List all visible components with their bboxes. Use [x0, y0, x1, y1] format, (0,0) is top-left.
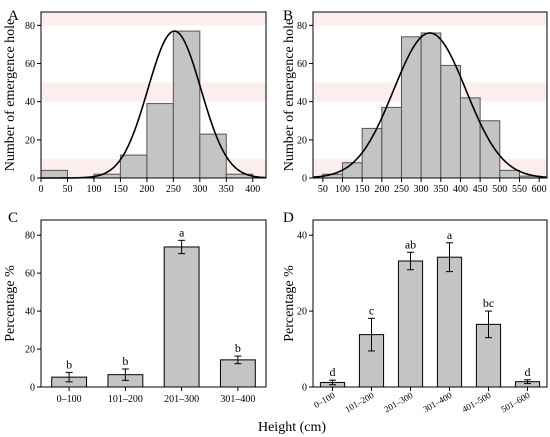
histogram-bar-b-9: [499, 169, 520, 179]
significance-letter-d-4: bc: [483, 296, 494, 310]
panel-label-a: A: [8, 8, 19, 24]
histogram-bar-b-3: [381, 106, 402, 179]
histogram-bar-b-4: [400, 36, 422, 179]
histogram-bar-b-2: [361, 127, 383, 179]
panel-label-b: B: [283, 8, 293, 24]
y-tick-label-d-0: 0: [302, 383, 307, 394]
x-tick-label-c-0: 0–100: [57, 394, 82, 405]
x-tick-label-b-10: 550: [512, 184, 527, 195]
y-tick-label-a-1: 20: [25, 135, 35, 146]
significance-letter-c-1: b: [122, 354, 128, 368]
x-tick-label-d-0: 0–100: [312, 390, 337, 410]
y-tick-label-c-3: 60: [25, 269, 35, 280]
x-tick-label-d-3: 301–400: [421, 390, 454, 415]
x-tick-label-b-3: 200: [374, 184, 389, 195]
plot-frame-b: [312, 11, 548, 179]
histogram-bar-b-7: [459, 97, 481, 179]
x-tick-label-c-3: 301–400: [220, 394, 255, 405]
x-tick-label-a-4: 200: [139, 184, 154, 195]
background-band-a-2: [41, 82, 266, 102]
y-tick-label-b-4: 80: [297, 21, 307, 32]
x-tick-label-a-0: 0: [39, 184, 44, 195]
y-tick-label-c-2: 40: [25, 307, 35, 318]
y-tick-label-a-3: 60: [25, 59, 35, 70]
significance-letter-c-3: b: [235, 341, 241, 355]
normal-curve-b: [312, 32, 548, 179]
shared-x-axis-label: Height (cm): [258, 420, 326, 435]
y-tick-label-d-2: 40: [297, 231, 307, 242]
x-tick-label-b-7: 400: [453, 184, 468, 195]
significance-letter-d-0: d: [330, 365, 336, 379]
x-tick-label-c-1: 101–200: [108, 394, 143, 405]
bar-chart-panel-d: d 0–100 c 101–200 ab 201–300 a 301–400 bc 401–500…: [282, 210, 548, 415]
x-tick-label-a-3: 150: [113, 184, 128, 195]
y-axis-title-d: Percentage %: [282, 265, 297, 342]
histogram-bar-b-5: [420, 32, 442, 179]
histogram-bar-b-1: [341, 162, 363, 179]
significance-letter-c-2: a: [179, 225, 185, 239]
panel-label-c: C: [8, 210, 18, 226]
x-tick-label-d-1: 101–200: [343, 390, 376, 415]
y-tick-label-c-1: 20: [25, 345, 35, 356]
bar-d-3: [436, 256, 463, 388]
x-tick-label-b-4: 250: [394, 184, 409, 195]
x-tick-label-c-2: 201–300: [164, 394, 199, 405]
y-axis-title-b: Number of emergence hole: [282, 19, 297, 172]
y-axis-title-c: Percentage %: [3, 265, 18, 342]
histogram-bar-a-3: [119, 154, 148, 179]
x-tick-label-a-7: 350: [219, 184, 234, 195]
histogram-bar-a-0: [40, 169, 68, 179]
significance-letter-c-0: b: [66, 357, 72, 371]
y-tick-label-d-1: 20: [297, 307, 307, 318]
x-tick-label-a-6: 300: [192, 184, 207, 195]
x-tick-label-b-5: 300: [414, 184, 429, 195]
y-tick-label-b-3: 60: [297, 59, 307, 70]
y-tick-label-a-0: 0: [30, 174, 35, 185]
y-tick-label-a-4: 80: [25, 21, 35, 32]
significance-letter-d-3: a: [447, 228, 453, 242]
x-tick-label-b-0: 50: [318, 184, 328, 195]
significance-letter-d-1: c: [369, 303, 374, 317]
y-tick-label-a-2: 40: [25, 97, 35, 108]
plot-frame-d: [312, 219, 548, 388]
y-tick-label-b-0: 0: [302, 174, 307, 185]
histogram-panel-b: 50 100 150 200 250 300 350 400 450 500 550 600 0 20 40…: [282, 8, 548, 195]
x-tick-label-a-2: 100: [86, 184, 101, 195]
x-tick-label-b-8: 450: [473, 184, 488, 195]
bar-d-2: [397, 260, 424, 388]
x-tick-label-d-2: 201–300: [382, 390, 415, 415]
x-tick-label-d-5: 501–600: [499, 390, 532, 415]
x-tick-label-b-11: 600: [532, 184, 547, 195]
x-tick-label-a-8: 400: [245, 184, 260, 195]
plot-frame-c: [40, 219, 267, 388]
panel-label-d: D: [283, 210, 294, 226]
bar-chart-panel-c: b 0–100 b 101–200 a 201–300 b 301–400 0 20 40 60 80 P…: [3, 210, 267, 405]
y-tick-label-b-2: 40: [297, 97, 307, 108]
histogram-panel-a: 0 50 100 150 200 250 300 350 400 0 20 40 60 80 Number …: [3, 8, 267, 195]
x-tick-label-d-4: 401–500: [460, 390, 493, 415]
histogram-bar-b-6: [440, 64, 461, 179]
x-tick-label-b-2: 150: [355, 184, 370, 195]
y-tick-label-c-4: 80: [25, 231, 35, 242]
y-tick-label-b-1: 20: [297, 135, 307, 146]
significance-letter-d-2: ab: [405, 237, 416, 251]
plot-frame-a: [40, 11, 267, 179]
histogram-bar-a-5: [172, 30, 201, 179]
background-band-b-top: [313, 12, 547, 26]
significance-letter-d-5: d: [525, 365, 531, 379]
x-tick-label-b-1: 100: [335, 184, 350, 195]
x-tick-label-a-1: 50: [62, 184, 72, 195]
y-tick-label-c-0: 0: [30, 383, 35, 394]
background-band-a-top: [41, 12, 266, 26]
histogram-bar-a-4: [146, 103, 174, 179]
histogram-bar-a-6: [199, 133, 227, 179]
y-axis-title-a: Number of emergence hole: [3, 19, 18, 172]
bar-c-2: [163, 246, 200, 388]
x-tick-label-a-5: 250: [166, 184, 181, 195]
x-tick-label-b-9: 500: [492, 184, 507, 195]
x-tick-label-b-6: 350: [433, 184, 448, 195]
